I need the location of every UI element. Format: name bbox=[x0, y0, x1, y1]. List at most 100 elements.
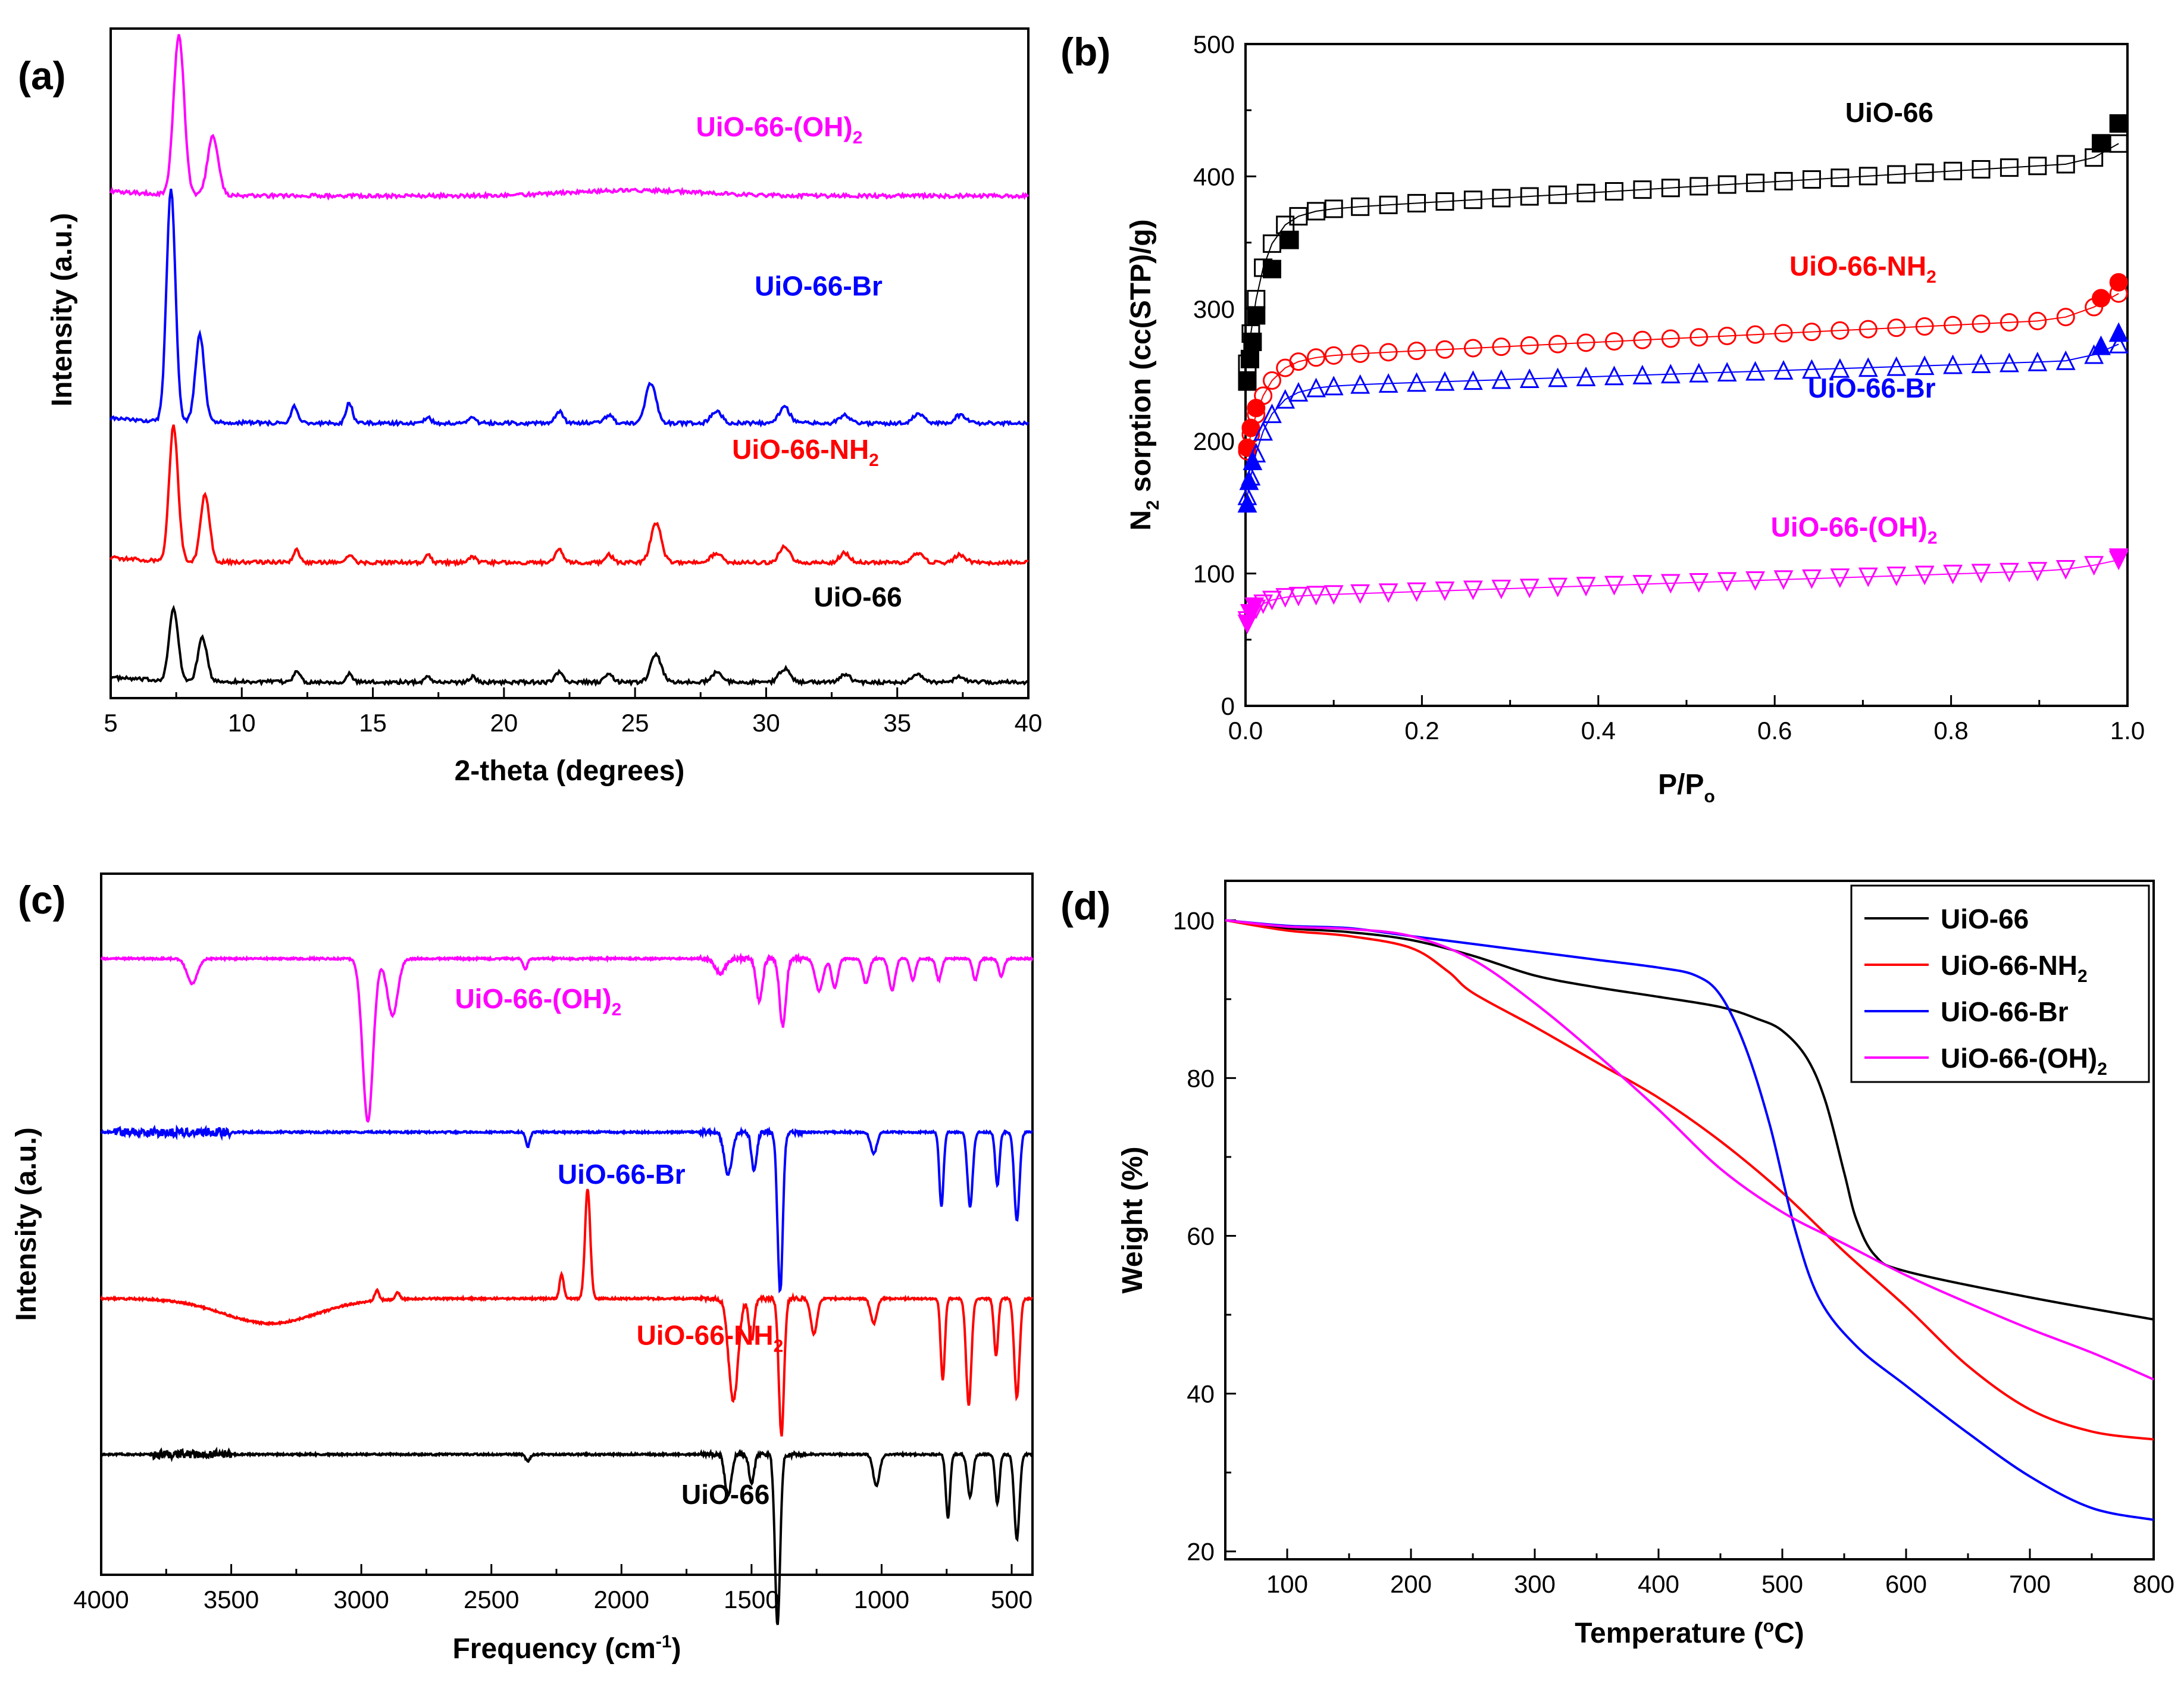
desorption-point bbox=[1435, 371, 1455, 391]
y-tick-label: 40 bbox=[1187, 1380, 1215, 1408]
adsorption-point bbox=[1247, 306, 1266, 325]
y-axis-label: N2 sorption (cc(STP)/g) bbox=[1125, 219, 1163, 530]
desorption-point bbox=[1858, 357, 1878, 377]
text-part: UiO-66-(OH) bbox=[696, 111, 852, 142]
series-3 bbox=[1237, 548, 2129, 634]
y-tick-label: 200 bbox=[1193, 427, 1235, 455]
desorption-point bbox=[1999, 562, 2019, 583]
desorption-point bbox=[1519, 578, 1540, 599]
series-line-1 bbox=[1225, 919, 2154, 1441]
desorption-point bbox=[1858, 167, 1878, 186]
desorption-point bbox=[1351, 344, 1370, 363]
desorption-point bbox=[2056, 308, 2075, 327]
text-part: 2 bbox=[1926, 267, 1936, 287]
panel-label-b: (b) bbox=[1060, 30, 1110, 74]
desorption-point bbox=[1463, 339, 1482, 358]
x-tick-label: 30 bbox=[752, 709, 780, 737]
desorption-point bbox=[1604, 365, 1624, 386]
series-0 bbox=[1238, 114, 2128, 391]
series-label: UiO-66-(OH)2 bbox=[455, 983, 621, 1019]
adsorption-point bbox=[1239, 470, 1259, 490]
text-part: UiO-66-NH bbox=[1941, 950, 2077, 981]
desorption-point bbox=[1407, 372, 1426, 392]
x-tick-label: 0.8 bbox=[1933, 717, 1968, 745]
x-tick-label: 20 bbox=[490, 709, 518, 737]
desorption-point bbox=[1323, 376, 1344, 396]
series-line-1 bbox=[100, 1189, 1034, 1437]
desorption-point bbox=[1492, 189, 1511, 208]
adsorption-point bbox=[2108, 548, 2129, 568]
text-part: N bbox=[1125, 510, 1157, 531]
text-part: 2 bbox=[1928, 528, 1938, 548]
desorption-point bbox=[1914, 355, 1935, 376]
series-label: UiO-66 bbox=[1845, 97, 1933, 128]
desorption-point bbox=[1262, 590, 1282, 611]
adsorption-point bbox=[2092, 134, 2111, 153]
x-tick-label: 0.4 bbox=[1581, 717, 1616, 745]
panel-label-d: (d) bbox=[1060, 884, 1110, 928]
y-axis-label: Intensity (a.u.) bbox=[11, 1127, 42, 1321]
x-tick-label: 200 bbox=[1390, 1570, 1432, 1598]
x-tick-label: 3000 bbox=[333, 1585, 389, 1613]
x-tick-label: 3500 bbox=[204, 1585, 259, 1613]
text-part: UiO-66-Br bbox=[558, 1159, 686, 1190]
desorption-point bbox=[1519, 368, 1540, 388]
adsorption-point bbox=[1241, 418, 1260, 437]
y-tick-label: 60 bbox=[1187, 1222, 1215, 1250]
desorption-point bbox=[1306, 377, 1326, 398]
text-part: o bbox=[1763, 1616, 1774, 1636]
text-part: UiO-66-(OH) bbox=[1771, 511, 1928, 542]
adsorption-point bbox=[1240, 349, 1259, 368]
desorption-point bbox=[1491, 579, 1512, 599]
x-tick-label: 0.6 bbox=[1757, 717, 1792, 745]
text-part: UiO-66-Br bbox=[755, 271, 883, 302]
x-tick-label: 0.2 bbox=[1404, 717, 1439, 745]
desorption-point bbox=[1307, 202, 1326, 221]
desorption-point bbox=[1351, 197, 1370, 216]
desorption-point bbox=[1288, 587, 1309, 606]
desorption-point bbox=[1604, 182, 1623, 201]
desorption-point bbox=[1774, 171, 1793, 190]
text-part: UiO-66-NH bbox=[637, 1319, 774, 1350]
desorption-point bbox=[2000, 158, 2019, 177]
desorption-point bbox=[1944, 315, 1963, 334]
x-tick-label: 0.0 bbox=[1228, 717, 1263, 745]
desorption-point bbox=[1802, 323, 1821, 342]
desorption-point bbox=[1914, 565, 1935, 586]
text-part: UiO-66-(OH) bbox=[455, 983, 611, 1014]
desorption-point bbox=[1660, 364, 1681, 384]
adsorption-point bbox=[1243, 332, 1262, 351]
text-part: 2 bbox=[2097, 1059, 2107, 1079]
text-part: 2 bbox=[869, 451, 879, 470]
desorption-point bbox=[1660, 574, 1681, 594]
desorption-point bbox=[2028, 157, 2047, 176]
desorption-point bbox=[1745, 571, 1766, 591]
desorption-point bbox=[1887, 165, 1906, 184]
desorption-point bbox=[1407, 342, 1426, 361]
text-part: UiO-66 bbox=[813, 581, 902, 612]
text-part: UiO-66 bbox=[1941, 903, 2029, 934]
desorption-point bbox=[1972, 314, 1991, 333]
x-tick-label: 100 bbox=[1266, 1570, 1308, 1598]
desorption-point bbox=[1576, 577, 1596, 597]
x-tick-label: 5 bbox=[104, 709, 117, 737]
desorption-point bbox=[1972, 160, 1991, 179]
x-tick-label: 40 bbox=[1015, 709, 1043, 737]
legend-label: UiO-66-NH2 bbox=[1941, 950, 2088, 986]
desorption-point bbox=[1830, 358, 1850, 378]
desorption-point bbox=[2108, 333, 2129, 354]
desorption-point bbox=[2055, 350, 2076, 370]
desorption-point bbox=[1548, 367, 1568, 387]
desorption-point bbox=[1633, 330, 1652, 349]
series-label: UiO-66-NH2 bbox=[732, 434, 879, 470]
desorption-point bbox=[1275, 588, 1296, 608]
text-part: 2 bbox=[853, 128, 863, 148]
desorption-point bbox=[1435, 192, 1454, 211]
x-tick-label: 35 bbox=[883, 709, 911, 737]
chart-c: 4000 3500 3000 2500 2000 1500 1000 500 Frequency… bbox=[11, 872, 1034, 1665]
text-part: o bbox=[1704, 787, 1715, 806]
desorption-point bbox=[2084, 556, 2104, 576]
desorption-point bbox=[1463, 580, 1483, 601]
desorption-point bbox=[1886, 567, 1907, 586]
adsorption-point bbox=[2092, 289, 2111, 308]
